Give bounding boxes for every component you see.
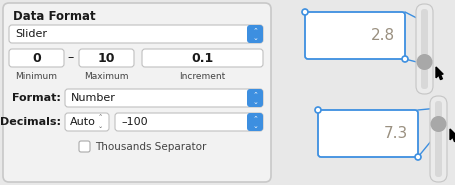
FancyBboxPatch shape — [421, 9, 428, 89]
Text: Data Format: Data Format — [13, 9, 96, 23]
Text: ⌄: ⌄ — [252, 123, 258, 129]
Text: ⌄: ⌄ — [97, 124, 103, 129]
Text: Slider: Slider — [15, 29, 47, 39]
FancyBboxPatch shape — [115, 113, 263, 131]
Text: Increment: Increment — [179, 72, 226, 81]
Text: ⌃: ⌃ — [252, 27, 258, 33]
Circle shape — [430, 116, 446, 132]
Text: 0.1: 0.1 — [192, 51, 214, 65]
Text: ⌃: ⌃ — [252, 91, 258, 97]
Text: ⌄: ⌄ — [252, 99, 258, 105]
Text: Maximum: Maximum — [84, 72, 129, 81]
Text: –: – — [68, 51, 74, 65]
Text: Minimum: Minimum — [15, 72, 57, 81]
Circle shape — [402, 56, 408, 62]
FancyBboxPatch shape — [79, 141, 90, 152]
FancyBboxPatch shape — [430, 96, 447, 182]
Text: Number: Number — [71, 93, 116, 103]
FancyBboxPatch shape — [9, 25, 263, 43]
FancyBboxPatch shape — [3, 3, 271, 182]
Text: 0: 0 — [32, 51, 41, 65]
Text: 7.3: 7.3 — [384, 126, 408, 141]
Text: Format:: Format: — [12, 93, 61, 103]
FancyBboxPatch shape — [65, 113, 109, 131]
Text: Auto: Auto — [70, 117, 96, 127]
Text: ⌄: ⌄ — [252, 35, 258, 41]
FancyBboxPatch shape — [247, 113, 263, 131]
FancyBboxPatch shape — [305, 12, 405, 59]
FancyBboxPatch shape — [416, 4, 433, 94]
FancyBboxPatch shape — [318, 110, 418, 157]
FancyBboxPatch shape — [435, 101, 442, 177]
FancyBboxPatch shape — [247, 89, 263, 107]
Polygon shape — [436, 67, 443, 80]
Text: –100: –100 — [121, 117, 147, 127]
Text: 10: 10 — [98, 51, 115, 65]
Polygon shape — [450, 129, 455, 142]
Circle shape — [302, 9, 308, 15]
FancyBboxPatch shape — [247, 25, 263, 43]
Text: ⌃: ⌃ — [97, 115, 103, 120]
FancyBboxPatch shape — [79, 49, 134, 67]
FancyBboxPatch shape — [9, 49, 64, 67]
FancyBboxPatch shape — [142, 49, 263, 67]
Text: ⌃: ⌃ — [252, 115, 258, 121]
Text: Decimals:: Decimals: — [0, 117, 61, 127]
Circle shape — [315, 107, 321, 113]
Text: 2.8: 2.8 — [371, 28, 395, 43]
FancyBboxPatch shape — [65, 89, 263, 107]
Text: Thousands Separator: Thousands Separator — [95, 142, 207, 152]
Circle shape — [416, 54, 433, 70]
Circle shape — [415, 154, 421, 160]
